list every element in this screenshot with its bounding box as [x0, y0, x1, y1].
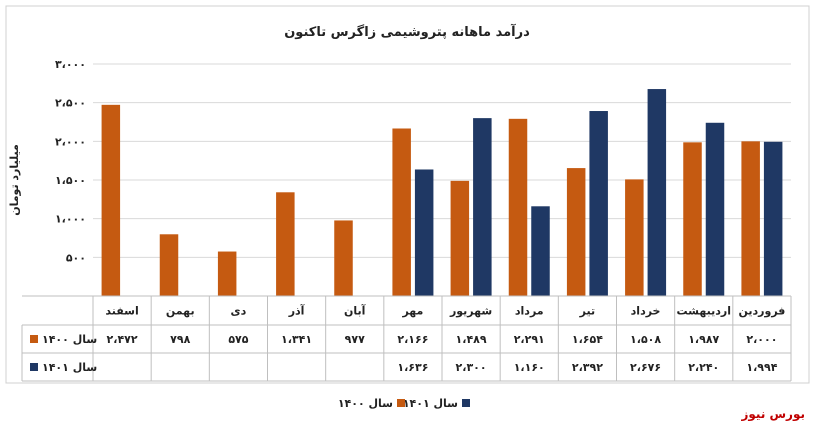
table-series-name: سال ۱۴۰۱ — [42, 361, 97, 374]
y-tick-label: ۲،۰۰۰ — [55, 135, 86, 148]
bar — [101, 104, 121, 296]
x-tick-label: اسفند — [105, 305, 138, 318]
chart-title: درآمد ماهانه پتروشیمی زاگرس تاکنون — [284, 23, 530, 40]
y-tick-label: ۱،۵۰۰ — [55, 174, 86, 187]
data-label: ۱،۹۹۴ — [746, 361, 777, 374]
data-label: ۱،۶۳۶ — [397, 361, 428, 374]
data-label: ۲،۴۷۲ — [107, 333, 138, 346]
y-tick-label: ۱،۰۰۰ — [55, 213, 86, 226]
data-label: ۱،۶۵۴ — [572, 333, 603, 346]
y-tick-label: ۲،۵۰۰ — [55, 97, 86, 110]
x-tick-label: دی — [231, 305, 247, 318]
bar — [705, 122, 725, 296]
bar — [741, 141, 760, 296]
brand-label: بورس نیوز — [741, 407, 805, 421]
bar — [392, 128, 411, 296]
data-label: ۲،۳۰۰ — [456, 361, 487, 374]
data-label: ۱،۱۶۰ — [514, 361, 545, 374]
data-label: ۲،۲۹۱ — [514, 333, 545, 346]
bar — [683, 142, 702, 296]
bar — [159, 234, 179, 296]
bar — [414, 169, 434, 296]
x-tick-label: فروردین — [738, 305, 785, 318]
table-legend-key — [30, 363, 38, 371]
x-tick-label: آبان — [344, 304, 366, 318]
data-label: ۵۷۵ — [228, 333, 248, 346]
x-tick-label: مرداد — [515, 305, 544, 318]
data-label: ۲،۰۰۰ — [746, 333, 777, 346]
x-tick-label: تیر — [579, 305, 595, 318]
table-legend-key — [30, 335, 38, 343]
data-label: ۱،۹۸۷ — [688, 333, 719, 346]
y-axis-label: میلیارد تومان — [8, 144, 21, 216]
x-tick-label: آذر — [288, 304, 305, 318]
data-label: ۲،۲۴۰ — [688, 361, 719, 374]
bar — [531, 206, 550, 296]
data-label: ۹۷۷ — [345, 333, 365, 346]
x-tick-label: خرداد — [631, 305, 661, 318]
x-tick-label: بهمن — [166, 305, 195, 318]
data-label: ۱،۴۸۹ — [456, 333, 487, 346]
data-label: ۲،۱۶۶ — [397, 333, 428, 346]
y-tick-label: ۵۰۰ — [66, 251, 86, 264]
legend-label: سال ۱۴۰۱ — [403, 397, 458, 410]
x-tick-label: اردیبهشت — [677, 305, 731, 318]
legend-label: سال ۱۴۰۰ — [338, 397, 393, 410]
bar — [566, 168, 586, 296]
table-series-name: سال ۱۴۰۰ — [42, 333, 97, 346]
y-tick-label: ۳،۰۰۰ — [55, 58, 86, 71]
bar — [473, 118, 492, 296]
bar — [647, 89, 667, 296]
x-tick-label: شهریور — [449, 305, 492, 318]
legend-swatch — [397, 399, 405, 407]
legend-swatch — [462, 399, 470, 407]
data-label: ۲،۶۷۶ — [630, 361, 661, 374]
bar — [508, 118, 528, 296]
bar — [589, 111, 608, 296]
data-label: ۲،۳۹۲ — [572, 361, 603, 374]
bar — [450, 180, 470, 296]
bar — [217, 251, 237, 296]
data-label: ۱،۳۴۱ — [281, 333, 312, 346]
data-label: ۷۹۸ — [170, 333, 190, 346]
bar — [276, 192, 295, 296]
bar — [763, 141, 783, 296]
bar — [625, 179, 644, 296]
data-label: ۱،۵۰۸ — [630, 333, 661, 346]
bar — [334, 220, 353, 296]
x-tick-label: مهر — [401, 305, 423, 318]
